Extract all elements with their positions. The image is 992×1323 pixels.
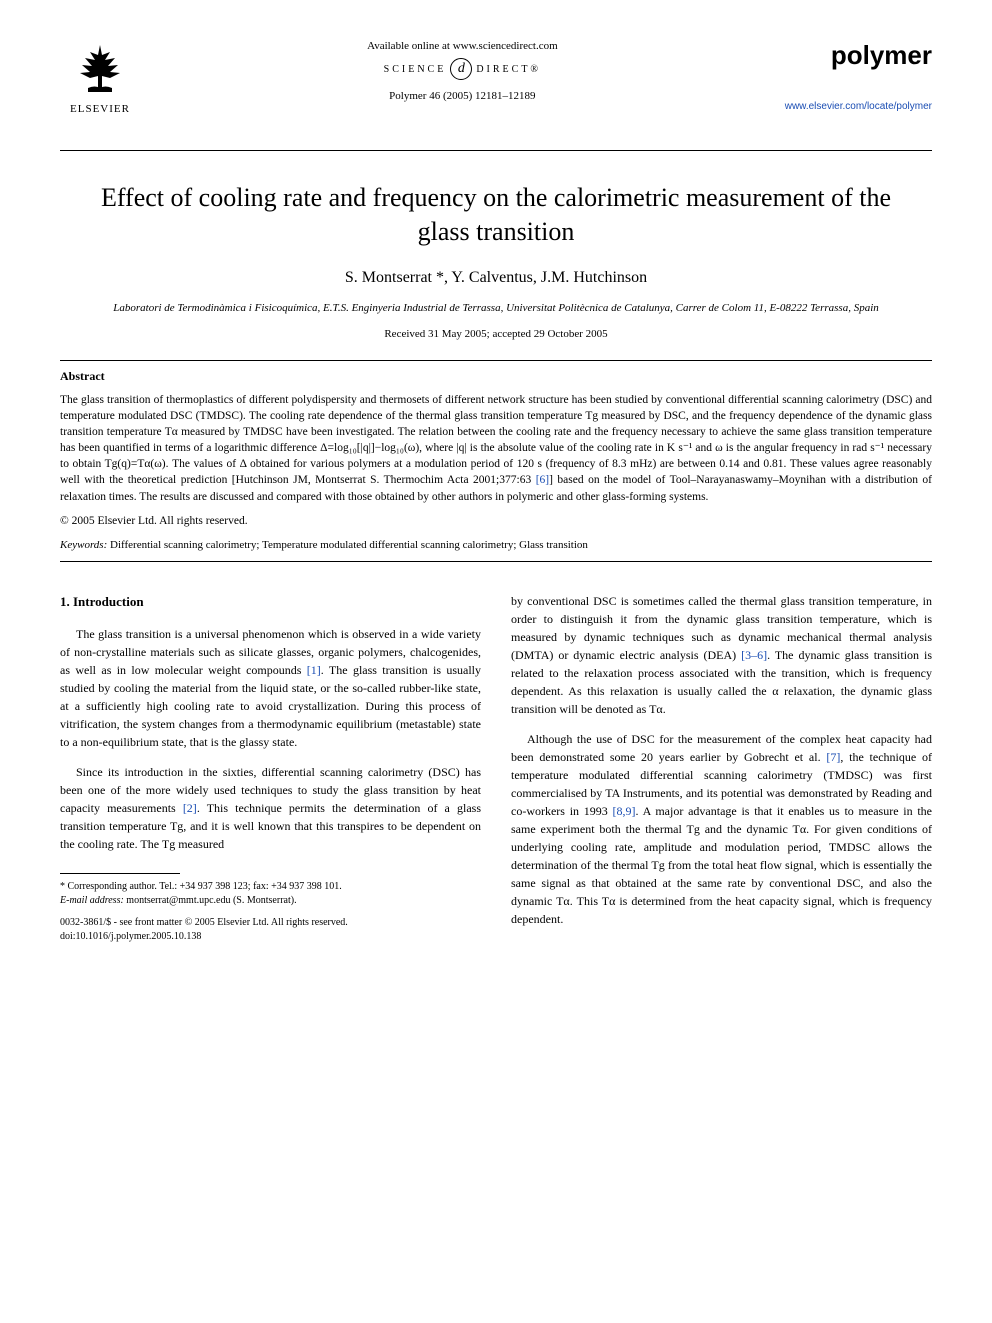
footnote-doi: doi:10.1016/j.polymer.2005.10.138 <box>60 930 481 944</box>
abstract-ref-6[interactable]: [6] <box>536 474 549 486</box>
abstract-top-rule <box>60 360 932 361</box>
footnote-email-label: E-mail address: <box>60 895 124 906</box>
sd-right: DIRECT® <box>476 64 541 75</box>
footnote-rule <box>60 873 180 874</box>
keywords-text: Differential scanning calorimetry; Tempe… <box>107 539 588 551</box>
sd-at-icon: d <box>450 58 472 80</box>
ref-2[interactable]: [2] <box>183 801 197 815</box>
keywords: Keywords: Differential scanning calorime… <box>60 539 932 551</box>
sciencedirect-logo: SCIENCE d DIRECT® <box>140 58 785 80</box>
footnote-block: * Corresponding author. Tel.: +34 937 39… <box>60 880 481 944</box>
intro-p1: The glass transition is a universal phen… <box>60 625 481 751</box>
center-header: Available online at www.sciencedirect.co… <box>140 40 785 102</box>
availability-text: Available online at www.sciencedirect.co… <box>140 40 785 52</box>
header-row: ELSEVIER Available online at www.science… <box>60 40 932 130</box>
body-columns: 1. Introduction The glass transition is … <box>60 592 932 945</box>
p4-c: . A major advantage is that it enables u… <box>511 804 932 926</box>
footnote-email-line: E-mail address: montserrat@mmt.upc.edu (… <box>60 894 481 908</box>
publisher-logo: ELSEVIER <box>60 40 140 130</box>
footnote-issn: 0032-3861/$ - see front matter © 2005 El… <box>60 916 481 930</box>
right-column: by conventional DSC is sometimes called … <box>511 592 932 945</box>
citation: Polymer 46 (2005) 12181–12189 <box>140 90 785 102</box>
authors: S. Montserrat *, Y. Calventus, J.M. Hutc… <box>60 269 932 287</box>
article-title: Effect of cooling rate and frequency on … <box>100 181 892 249</box>
sd-left: SCIENCE <box>384 64 447 75</box>
dates: Received 31 May 2005; accepted 29 Octobe… <box>60 328 932 340</box>
left-column: 1. Introduction The glass transition is … <box>60 592 481 945</box>
copyright: © 2005 Elsevier Ltd. All rights reserved… <box>60 515 932 527</box>
header-rule <box>60 150 932 151</box>
abstract-bottom-rule <box>60 561 932 562</box>
abstract-text: The glass transition of thermoplastics o… <box>60 392 932 505</box>
footnote-email[interactable]: montserrat@mmt.upc.edu (S. Montserrat). <box>124 895 297 906</box>
abstract-heading: Abstract <box>60 369 932 384</box>
intro-p3: by conventional DSC is sometimes called … <box>511 592 932 718</box>
keywords-label: Keywords: <box>60 539 107 551</box>
ref-7[interactable]: [7] <box>826 750 840 764</box>
ref-3-6[interactable]: [3–6] <box>741 648 767 662</box>
journal-logo-block: polymer www.elsevier.com/locate/polymer <box>785 40 932 112</box>
ref-8-9[interactable]: [8,9] <box>613 804 636 818</box>
journal-name: polymer <box>785 40 932 71</box>
intro-p4: Although the use of DSC for the measurem… <box>511 730 932 928</box>
ref-1[interactable]: [1] <box>307 663 321 677</box>
footnote-corr: * Corresponding author. Tel.: +34 937 39… <box>60 880 481 894</box>
journal-url[interactable]: www.elsevier.com/locate/polymer <box>785 101 932 112</box>
affiliation: Laboratori de Termodinàmica i Fisicoquím… <box>60 301 932 316</box>
publisher-name: ELSEVIER <box>70 103 130 115</box>
intro-p2: Since its introduction in the sixties, d… <box>60 763 481 853</box>
intro-heading: 1. Introduction <box>60 592 481 612</box>
elsevier-tree-icon <box>70 40 130 100</box>
abstract-body-a: The glass transition of thermoplastics o… <box>60 394 932 486</box>
